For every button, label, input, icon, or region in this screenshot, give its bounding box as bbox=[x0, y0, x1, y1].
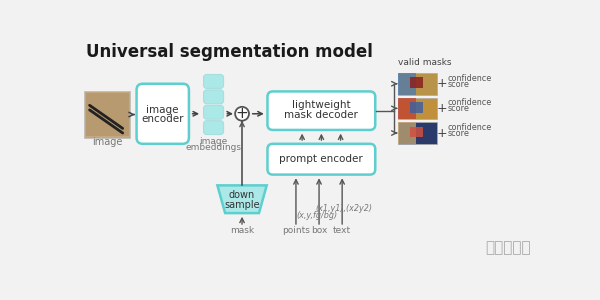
Bar bbox=[410, 77, 424, 88]
Bar bbox=[84, 92, 130, 138]
FancyBboxPatch shape bbox=[268, 144, 375, 175]
Bar bbox=[398, 73, 437, 94]
Text: +: + bbox=[436, 77, 447, 90]
FancyBboxPatch shape bbox=[137, 84, 189, 144]
Bar bbox=[86, 93, 129, 136]
Bar bbox=[398, 98, 437, 119]
Text: box: box bbox=[311, 226, 327, 235]
Text: mask decoder: mask decoder bbox=[284, 110, 358, 120]
Text: embeddings: embeddings bbox=[185, 143, 242, 152]
Text: mask: mask bbox=[230, 226, 254, 235]
Text: image: image bbox=[146, 105, 179, 115]
FancyBboxPatch shape bbox=[268, 92, 375, 130]
Text: prompt encoder: prompt encoder bbox=[280, 154, 363, 164]
Text: down: down bbox=[229, 190, 255, 200]
Text: image: image bbox=[199, 137, 227, 146]
Text: valid masks: valid masks bbox=[398, 58, 452, 67]
Text: points: points bbox=[282, 226, 310, 235]
Text: confidence: confidence bbox=[448, 123, 492, 132]
Polygon shape bbox=[217, 185, 266, 213]
FancyBboxPatch shape bbox=[203, 90, 224, 104]
Text: +: + bbox=[436, 102, 447, 115]
Text: score: score bbox=[448, 80, 470, 89]
Bar bbox=[398, 122, 416, 144]
Text: confidence: confidence bbox=[448, 74, 492, 83]
Bar bbox=[410, 127, 424, 137]
Bar bbox=[410, 102, 424, 113]
Text: 时空手游网: 时空手游网 bbox=[485, 241, 531, 256]
Text: confidence: confidence bbox=[448, 98, 492, 107]
FancyBboxPatch shape bbox=[203, 121, 224, 135]
Text: score: score bbox=[448, 104, 470, 113]
Text: Universal segmentation model: Universal segmentation model bbox=[86, 43, 373, 61]
Text: (x,y,fg/bg): (x,y,fg/bg) bbox=[296, 212, 337, 220]
Text: score: score bbox=[448, 129, 470, 138]
Bar bbox=[398, 122, 437, 144]
Text: text: text bbox=[333, 226, 351, 235]
Text: +: + bbox=[236, 106, 248, 121]
Bar bbox=[398, 73, 416, 94]
Text: lightweight: lightweight bbox=[292, 100, 350, 110]
Text: encoder: encoder bbox=[142, 114, 184, 124]
FancyBboxPatch shape bbox=[203, 74, 224, 88]
Bar bbox=[398, 98, 416, 119]
FancyBboxPatch shape bbox=[203, 105, 224, 119]
Text: +: + bbox=[436, 127, 447, 140]
Circle shape bbox=[235, 107, 249, 121]
Text: (x1,y1),(x2y2): (x1,y1),(x2y2) bbox=[315, 204, 372, 213]
Text: sample: sample bbox=[224, 200, 260, 210]
Text: image: image bbox=[92, 136, 122, 147]
